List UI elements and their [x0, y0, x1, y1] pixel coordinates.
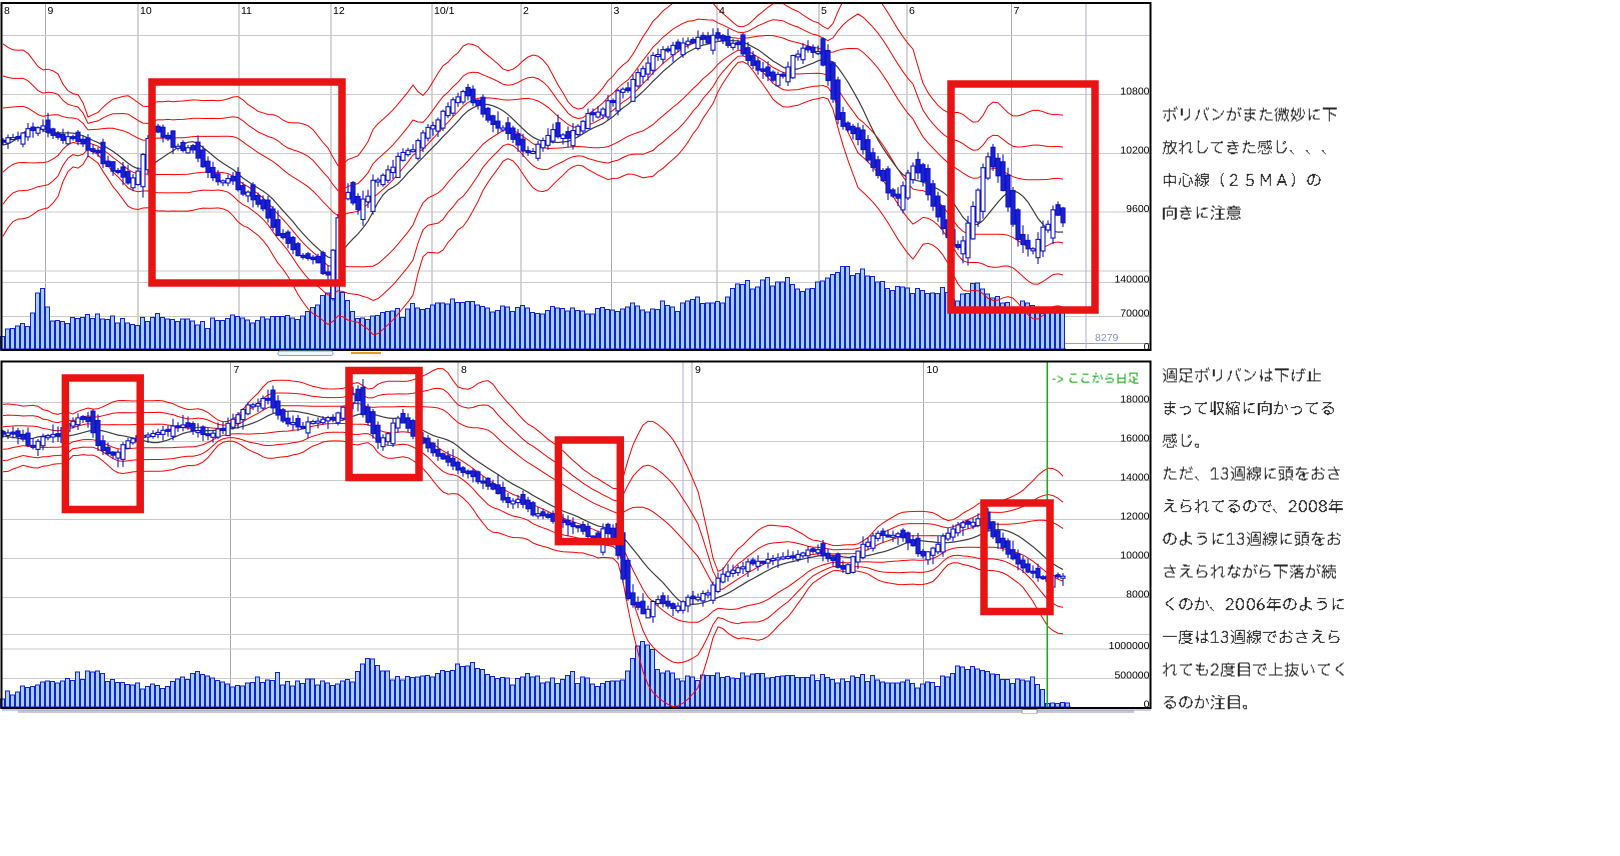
svg-text:3: 3: [614, 5, 620, 17]
svg-text:10200: 10200: [1120, 145, 1149, 157]
svg-text:8: 8: [461, 364, 467, 376]
svg-text:1000000: 1000000: [1109, 640, 1150, 652]
svg-text:8000: 8000: [1126, 589, 1150, 601]
svg-text:5: 5: [821, 5, 827, 17]
svg-text:12000: 12000: [1120, 511, 1149, 523]
svg-text:8: 8: [4, 5, 10, 17]
svg-text:140000: 140000: [1114, 274, 1149, 286]
svg-text:7: 7: [1014, 5, 1020, 17]
svg-text:70000: 70000: [1120, 308, 1149, 320]
svg-text:9: 9: [695, 364, 701, 376]
svg-text:9600: 9600: [1126, 203, 1150, 215]
svg-text:11: 11: [241, 5, 252, 17]
svg-text:14000: 14000: [1120, 472, 1149, 484]
svg-text:10000: 10000: [1120, 550, 1149, 562]
svg-text:4: 4: [719, 5, 725, 17]
svg-text:8279: 8279: [1095, 332, 1119, 344]
svg-text:10800: 10800: [1120, 85, 1149, 97]
svg-text:0: 0: [1144, 699, 1150, 711]
svg-text:0: 0: [1144, 341, 1150, 353]
svg-text:12: 12: [333, 5, 345, 17]
svg-text:18000: 18000: [1120, 393, 1149, 405]
svg-text:10: 10: [140, 5, 152, 17]
svg-text:10: 10: [927, 364, 939, 376]
svg-text:9: 9: [48, 5, 54, 17]
svg-text:16000: 16000: [1120, 433, 1149, 445]
svg-text:10/1: 10/1: [434, 5, 455, 17]
svg-text:6: 6: [909, 5, 915, 17]
svg-text:500000: 500000: [1114, 669, 1149, 681]
svg-text:2: 2: [523, 5, 529, 17]
svg-text:7: 7: [234, 364, 240, 376]
